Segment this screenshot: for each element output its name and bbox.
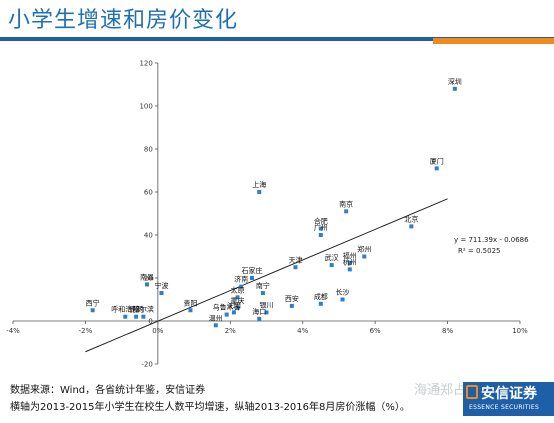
x-tick-label: 2% [225,327,236,335]
x-tick-label: 4% [297,327,308,335]
trendline-equation: y = 711.39x - 0.0686 [454,236,529,244]
data-point-label: 合肥 [314,217,328,226]
scatter-chart: -20 0 20 40 60 80 100 120 -4% -2% 0% 2% 4% 6% 8% 10% 深圳… [6,60,529,369]
data-point-label: 天津 [288,256,302,264]
data-point [250,276,255,280]
x-tick-label: 0% [152,327,163,335]
data-point-label: 南宁 [256,281,270,290]
data-point [224,312,229,317]
data-point-label: 贵阳 [183,298,197,307]
data-point-label: 厦门 [430,156,444,165]
x-tick-label: 6% [370,327,381,335]
y-tick-label: 40 [144,232,153,240]
data-point [318,226,323,231]
data-point [144,282,149,287]
data-point [239,284,244,289]
brand-logo-icon [466,385,478,399]
data-point-label: 乌鲁木齐 [213,303,241,312]
data-point-label: 温州 [209,313,223,322]
data-point [235,306,240,311]
data-point-label: 广州 [314,223,328,232]
data-point [347,260,352,265]
watermark-text: 海通郑占菲 [414,383,480,398]
data-point-label: 太原 [231,285,245,294]
data-point [289,303,294,308]
data-point [362,254,367,259]
y-tick-label: 0 [148,318,152,326]
data-point-label: 石家庄 [242,266,263,275]
data-point [90,308,95,313]
data-point-label: 重庆 [231,296,245,305]
data-point [318,233,323,237]
brand-logo-block: 安信证券 ESSENCE SECURITIES [463,382,554,416]
data-point-label: 昆明 [129,306,143,314]
x-tick-label: 8% [442,327,453,335]
data-point [123,314,128,319]
data-point-label: 南京 [339,199,353,208]
data-point-label: 西宁 [86,298,100,307]
data-source-note: 数据来源：Wind，各省统计年鉴，安信证券 [10,385,206,396]
data-point-label: 郑州 [357,246,371,254]
data-point-label: 长沙 [336,288,350,297]
data-point-label: 杭州 [343,257,357,266]
data-point-label: 银川 [260,300,274,309]
data-point-label: 成都 [314,292,328,301]
data-point-label: 武汉 [325,253,339,262]
data-point [264,310,269,315]
data-point-label: 北京 [404,214,418,223]
data-point [434,166,439,171]
data-point [213,323,218,328]
y-tick-label: 80 [144,146,153,154]
data-point [231,310,236,315]
data-point [260,291,265,296]
y-tick-label: 120 [139,60,152,68]
data-point-label: 深圳 [448,77,462,86]
data-point [257,190,262,194]
trendline-r-squared: R² = 0.5025 [458,247,500,255]
data-point-label: 西安 [285,294,299,303]
data-point [329,263,334,268]
brand-name: 安信证券 [481,386,537,402]
data-point-label: 南昌 [140,272,154,281]
data-point [344,209,349,214]
brand-english-name: ESSENCE SECURITIES [469,404,540,411]
header-divider [0,37,554,41]
data-point [257,316,262,321]
data-point-label: 沈阳 [227,300,241,309]
data-point [141,314,146,319]
y-tick-label: 60 [144,189,153,197]
x-tick-label: -4% [6,327,20,335]
data-point [318,301,323,306]
data-point [188,308,193,313]
page-title: 小学生增速和房价变化 [8,8,239,33]
data-point [409,224,414,229]
data-point [293,265,298,270]
data-point-label: 海口 [252,307,266,316]
y-tick-label: 20 [144,275,153,283]
header-accent-bar [433,38,554,44]
data-point [134,314,139,319]
data-point-label: 呼和浩特 [111,305,139,314]
data-point [452,86,457,91]
y-tick-label: 100 [139,103,152,111]
y-tick-label: -20 [141,361,152,369]
x-tick-label: -2% [79,327,93,335]
data-point [340,297,345,302]
data-point-label: 福州 [343,251,357,260]
axis-description-note: 横轴为2013-2015年小学生在校生人数平均增速，纵轴2013-2016年8月… [10,402,410,413]
data-point [235,295,240,300]
data-point-label: 济南 [234,275,248,284]
data-point-label: 宁波 [154,281,168,290]
trendline [85,198,448,353]
data-point [159,291,164,296]
data-point [347,267,352,272]
x-tick-label: 10% [512,327,528,335]
data-point-label: 哈尔滨 [133,305,154,314]
data-point-label: 上海 [252,180,266,189]
